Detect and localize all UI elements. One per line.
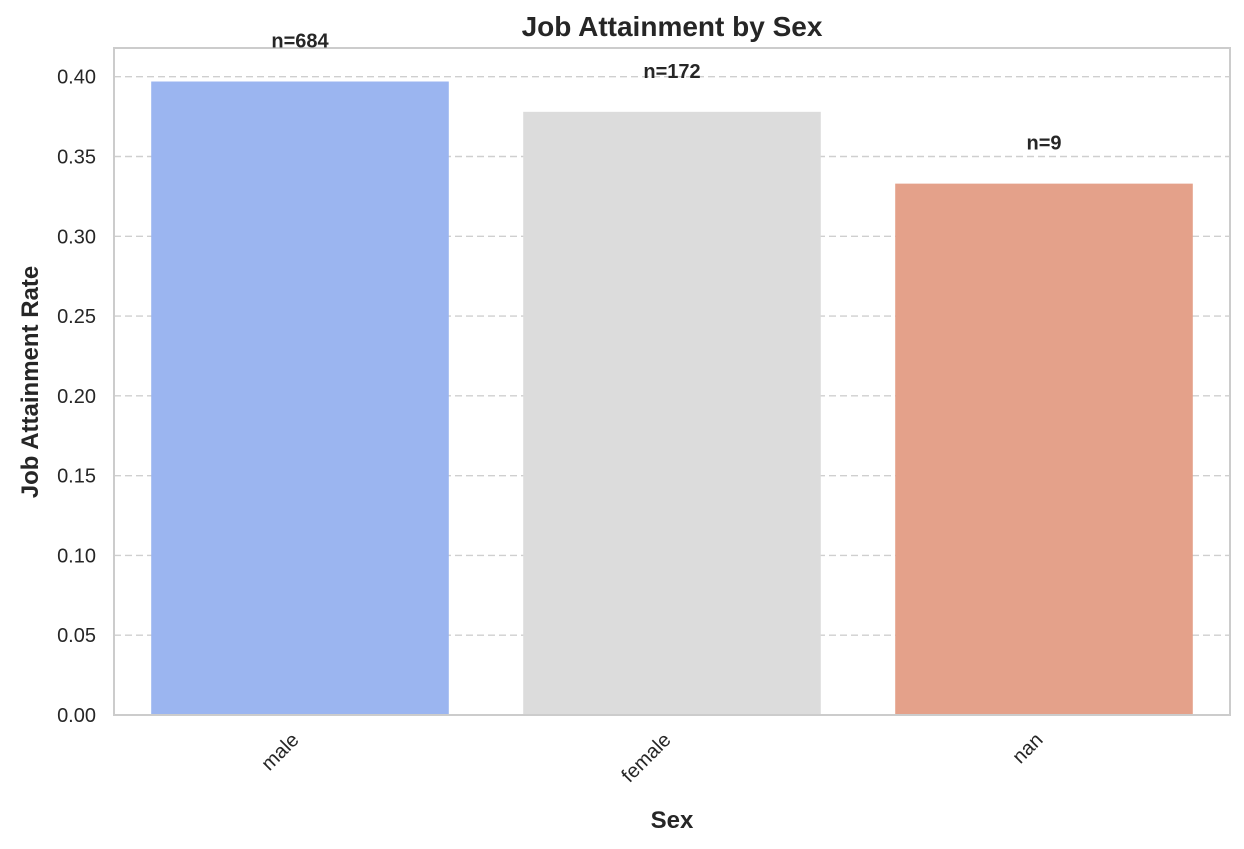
y-tick-label: 0.05 xyxy=(57,625,96,647)
y-axis-label: Job Attainment Rate xyxy=(17,266,44,498)
x-tick-label: female xyxy=(618,729,676,787)
y-tick-label: 0.25 xyxy=(57,306,96,328)
y-tick-label: 0.35 xyxy=(57,147,96,169)
y-tick-label: 0.15 xyxy=(57,466,96,488)
count-label: n=684 xyxy=(271,31,329,53)
x-axis-label: Sex xyxy=(651,807,694,834)
count-label: n=9 xyxy=(1026,133,1061,155)
count-labels: n=684 n=172 n=9 xyxy=(271,31,1061,155)
y-tick-label: 0.30 xyxy=(57,226,96,248)
y-tick-label: 0.10 xyxy=(57,545,96,567)
x-tick-label: male xyxy=(257,729,303,775)
bar-male xyxy=(151,81,449,715)
y-tick-label: 0.40 xyxy=(57,67,96,89)
y-axis-ticks: 0.00 0.05 0.10 0.15 0.20 0.25 0.30 0.35 0.40 xyxy=(57,67,96,727)
bar-nan xyxy=(895,183,1193,715)
x-axis-ticks: male female nan xyxy=(257,729,1047,787)
y-tick-label: 0.20 xyxy=(57,386,96,408)
plot-frame xyxy=(113,47,1231,716)
bars xyxy=(151,81,1193,715)
y-tick-label: 0.00 xyxy=(57,705,96,727)
chart-title: Job Attainment by Sex xyxy=(522,11,823,42)
x-tick-label: nan xyxy=(1008,729,1047,768)
count-label: n=172 xyxy=(643,61,700,83)
bar-female xyxy=(523,111,821,715)
